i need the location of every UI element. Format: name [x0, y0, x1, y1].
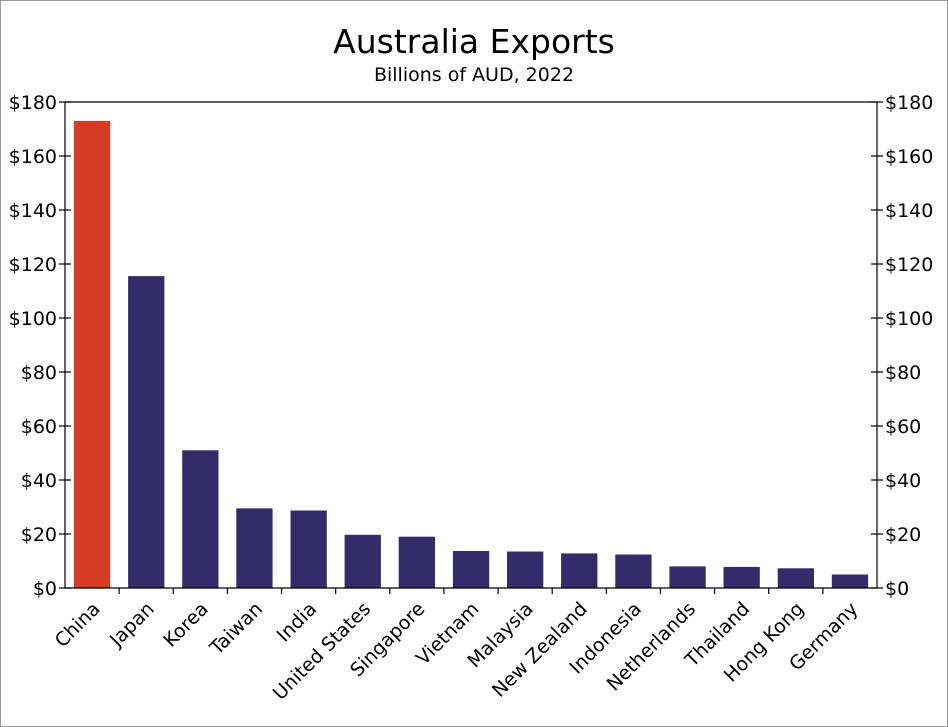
bar-china	[73, 120, 111, 589]
bar-united-states	[344, 534, 381, 588]
bars-group	[73, 120, 869, 589]
bar-indonesia	[615, 554, 652, 588]
left-y-tick-label: $180	[9, 92, 57, 114]
bar-india	[290, 510, 327, 588]
right-y-tick-label: $40	[885, 470, 921, 492]
left-y-tick-label: $60	[21, 416, 57, 438]
left-y-tick-label: $20	[21, 524, 57, 546]
bar-thailand	[723, 566, 760, 588]
bar-singapore	[398, 536, 435, 588]
left-y-tick-label: $0	[33, 578, 57, 600]
right-y-tick-label: $0	[885, 578, 909, 600]
left-y-tick-label: $120	[9, 254, 57, 276]
left-y-tick-label: $80	[21, 362, 57, 384]
left-y-tick-label: $140	[9, 200, 57, 222]
bar-taiwan	[236, 508, 273, 588]
x-tick-label: Japan	[105, 598, 159, 652]
right-y-tick-label: $60	[885, 416, 921, 438]
bar-japan	[128, 276, 165, 588]
right-y-tick-label: $80	[885, 362, 921, 384]
bar-netherlands	[669, 566, 706, 588]
left-y-tick-label: $40	[21, 470, 57, 492]
right-y-tick-label: $140	[885, 200, 933, 222]
right-y-tick-label: $120	[885, 254, 933, 276]
x-tick-label: China	[51, 598, 105, 652]
bar-malaysia	[507, 551, 544, 588]
right-y-tick-label: $180	[885, 92, 933, 114]
chart-title: Australia Exports	[333, 22, 615, 61]
bar-new-zealand	[561, 553, 598, 588]
bar-vietnam	[452, 551, 490, 588]
chart-subtitle: Billions of AUD, 2022	[373, 64, 575, 86]
axes-group	[59, 101, 883, 594]
left-y-tick-label: $100	[9, 308, 57, 330]
bar-germany	[831, 574, 869, 588]
bar-korea	[182, 450, 219, 588]
x-tick-label: Taiwan	[205, 598, 267, 660]
x-tick-label: India	[273, 598, 322, 647]
bar-hong-kong	[777, 568, 814, 588]
right-y-tick-label: $100	[885, 308, 933, 330]
left-y-tick-label: $160	[9, 146, 57, 168]
right-y-tick-label: $160	[885, 146, 933, 168]
right-y-tick-label: $20	[885, 524, 921, 546]
x-tick-label: New Zealand	[488, 598, 592, 702]
